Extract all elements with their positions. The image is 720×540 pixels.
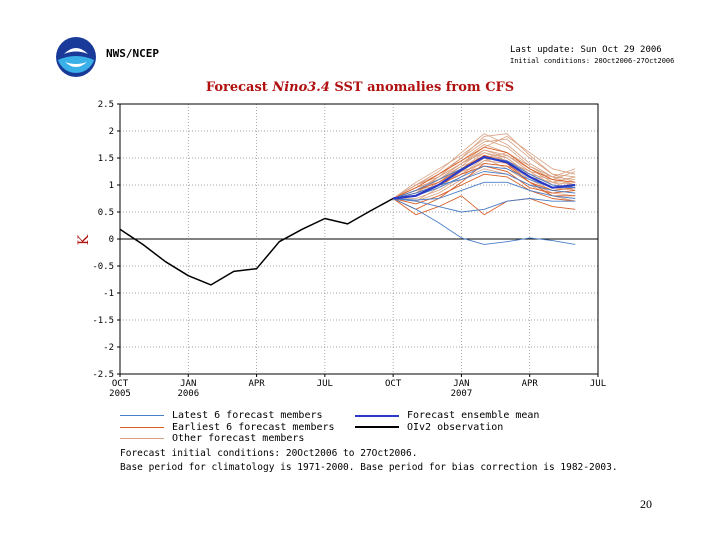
legend-swatch-obs [355, 426, 399, 429]
x-tick-label: APR [248, 379, 265, 389]
grid-layer [120, 104, 598, 374]
noaa-logo [56, 37, 96, 77]
latest-member-line [393, 181, 576, 201]
axis-layer: -2.5-2-1.5-1-0.500.511.522.5OCT2005JAN20… [92, 100, 606, 399]
x-tick-label: OCT [385, 379, 402, 389]
earliest-member-line [392, 173, 576, 205]
legend-left: Latest 6 forecast members Earliest 6 for… [120, 410, 335, 445]
series-layer [119, 133, 576, 286]
legend-label-mean: Forecast ensemble mean [407, 410, 540, 422]
y-tick-label: 0.5 [98, 208, 114, 218]
x-tick-label: JUL [590, 379, 606, 389]
earliest-member-line [392, 146, 576, 199]
legend-item-mean: Forecast ensemble mean [355, 410, 539, 422]
latest-member-line [392, 198, 576, 245]
x-tick-label: JAN [453, 379, 469, 389]
legend-swatch-mean [355, 414, 399, 417]
other-member-line [392, 152, 576, 199]
observation-line [119, 197, 394, 286]
legend-item-earliest: Earliest 6 forecast members [120, 422, 335, 434]
x-tick-year: 2005 [109, 389, 131, 399]
latest-member-line [392, 171, 576, 199]
x-tick-label: JAN [180, 379, 196, 389]
y-tick-label: -2.5 [92, 370, 114, 380]
y-tick-label: -2 [103, 343, 114, 353]
legend-swatch-earliest [120, 426, 164, 428]
earliest-member-line [392, 154, 576, 199]
last-update-text: Last update: Sun Oct 29 2006 [510, 45, 662, 55]
note-initial-conditions: Forecast initial conditions: 20Oct2006 t… [120, 448, 418, 459]
other-member-line [392, 133, 576, 199]
legend-item-other: Other forecast members [120, 433, 335, 445]
other-member-line [392, 154, 576, 199]
other-member-line [392, 138, 576, 199]
y-tick-label: -0.5 [92, 262, 114, 272]
y-tick-label: 2 [109, 127, 114, 137]
y-tick-label: 0 [109, 235, 114, 245]
legend-item-latest: Latest 6 forecast members [120, 410, 335, 422]
x-tick-year: 2006 [177, 389, 199, 399]
legend-swatch-latest [120, 415, 164, 417]
x-tick-label: APR [522, 379, 539, 389]
x-tick-label: OCT [112, 379, 129, 389]
y-tick-label: -1 [103, 289, 114, 299]
x-tick-year: 2007 [451, 389, 473, 399]
title-prefix: Forecast [205, 80, 273, 95]
legend-label-obs: OIv2 observation [407, 421, 504, 433]
latest-member-line [393, 198, 576, 213]
other-member-line [392, 133, 576, 199]
y-axis-label: K [76, 234, 92, 245]
page-number: 20 [640, 497, 652, 511]
y-tick-label: 2.5 [98, 100, 114, 110]
ensemble-mean-line [392, 155, 576, 200]
title-suffix: SST anomalies from CFS [329, 80, 515, 95]
legend-label-latest: Latest 6 forecast members [172, 410, 323, 422]
y-tick-label: 1.5 [98, 154, 114, 164]
agency-label: NWS/NCEP [106, 47, 159, 60]
x-tick-label: JUL [317, 379, 333, 389]
title-italic: Nino3.4 [272, 80, 330, 95]
legend-swatch-other [120, 438, 164, 440]
other-member-line [393, 168, 576, 202]
legend-right: Forecast ensemble mean OIv2 observation [355, 410, 539, 433]
earliest-member-line [392, 195, 576, 216]
y-tick-label: 1 [109, 181, 114, 191]
legend-label-earliest: Earliest 6 forecast members [172, 421, 335, 433]
legend-item-obs: OIv2 observation [355, 422, 539, 434]
note-base-period: Base period for climatology is 1971-2000… [120, 462, 618, 473]
chart-title: Forecast Nino3.4 SST anomalies from CFS [0, 80, 720, 95]
initial-conditions-text: Initial conditions: 20Oct2006-27Oct2006 [510, 57, 675, 65]
legend-label-other: Other forecast members [172, 433, 305, 445]
y-tick-label: -1.5 [92, 316, 114, 326]
